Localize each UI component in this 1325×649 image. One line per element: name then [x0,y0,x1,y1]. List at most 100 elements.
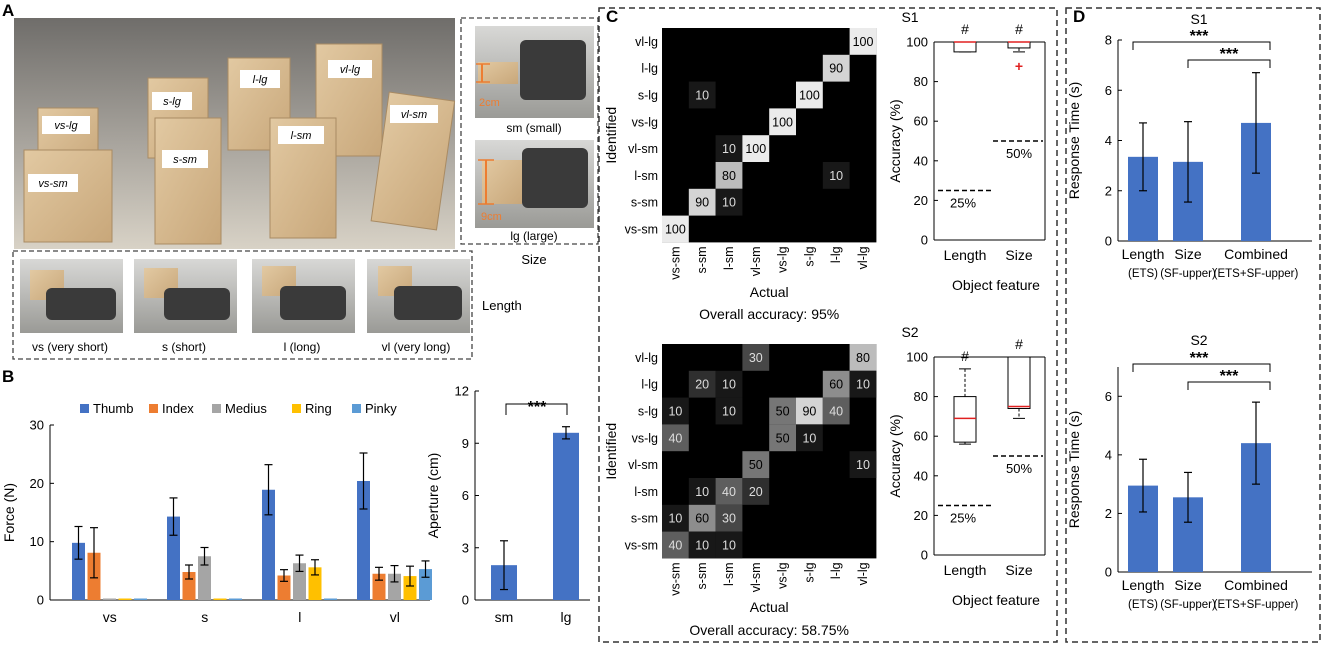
matrix-cell [688,370,716,398]
y-tick-label: 0 [462,593,469,608]
legend-swatch [80,404,89,413]
box [1007,41,1031,49]
y-tick-label: 30 [30,418,44,433]
row-label: vs-sm [625,539,658,553]
col-label: l-sm [722,246,736,270]
cell-value: 10 [802,431,816,445]
block-label: l-sm [291,130,312,142]
x-tick-label: Combined [1224,577,1288,593]
y-tick-label: 0 [37,593,44,608]
cell-value: 10 [722,142,736,156]
panel-letter-a: A [2,1,14,20]
significance-bracket [1132,363,1271,372]
cell-value: 100 [772,115,793,129]
x-tick-sublabel: (ETS) [1128,268,1158,280]
y-axis-label: Accuracy (%) [887,414,903,497]
x-tick-sublabel: (ETS+SF-upper) [1214,268,1299,280]
sm-dimension: 2cm [479,97,500,109]
significance-bracket [1187,381,1271,390]
matrix-cell [715,504,743,532]
block-label: s-lg [163,96,182,108]
cell-value: 90 [695,196,709,210]
col-label: vl-sm [749,246,763,276]
cell-value: 80 [722,169,736,183]
bar-pinky [134,598,147,600]
matrix-cell [662,397,689,425]
x-axis-label: Object feature [952,592,1040,608]
block-label: vl-lg [340,64,361,76]
y-tick-label: 2 [1105,183,1112,198]
x-tick-sublabel: (ETS) [1128,599,1158,611]
y-tick-label: 6 [462,488,469,503]
y-tick-label: 10 [30,534,44,549]
x-tick-sublabel: (ETS+SF-upper) [1214,599,1299,611]
cell-value: 10 [668,405,682,419]
bar-thumb [72,542,85,600]
bar-ring [213,598,227,600]
y-tick-label: 20 [30,476,44,491]
matrix-cell [688,188,716,216]
significance-bracket [1132,41,1271,50]
cell-value: 40 [668,431,682,445]
matrix-cell [688,504,716,532]
cell-value: 10 [722,196,736,210]
chart-title: S1 [1190,11,1207,27]
cell-value: 10 [722,405,736,419]
significance-mark: # [1015,336,1023,352]
x-tick-label: l [298,609,301,625]
panel-a: A vs-lg s-lg l-lg vl-lg vl-sm l-sm [2,1,599,360]
box [953,396,977,443]
row-label: vl-sm [628,142,658,156]
chart-title: S2 [1190,332,1207,348]
col-label: s-lg [802,246,816,266]
y-tick-label: 2 [1105,506,1112,521]
cell-value: 10 [695,485,709,499]
matrix-cell [769,397,796,425]
y-tick-label: 80 [914,74,928,89]
significance-bracket [1187,59,1271,68]
y-tick-label: 40 [914,468,928,483]
matrix-cell [742,344,770,371]
cell-value: 10 [829,169,843,183]
row-label: l-lg [641,62,658,76]
row-label: vs-lg [632,431,658,445]
chart-title: S1 [901,9,918,25]
legend-swatch [149,404,158,413]
legend-label: Index [162,401,194,416]
cell-value: 100 [745,142,766,156]
legend-swatch [352,404,361,413]
matrix-cell [849,28,877,55]
y-tick-label: 80 [914,389,928,404]
force-chart: 0 10 20 30 Force (N) vs s l vl Thumb Index Medius Ri… [1,401,432,625]
box [1007,356,1031,409]
cell-value: 10 [695,539,709,553]
chance-label: 50% [1006,146,1032,161]
significance-label: *** [1220,46,1239,63]
cell-value: 100 [853,35,874,49]
panel-letter-b: B [2,367,14,386]
y-tick-label: 60 [914,114,928,129]
matrix-cell [715,370,743,398]
bar-thumb [262,489,275,600]
cell-value: 30 [722,512,736,526]
x-tick-label: Length [944,247,987,263]
length-caption: l (long) [284,340,321,354]
legend-label: Medius [225,401,267,416]
legend-label: Ring [305,401,332,416]
y-axis-label: Response Time (s) [1066,82,1082,199]
confusion-matrix-s2: 30 80 20 10 60 10 10 10 50 90 40 40 50 10 50 10 10 40 20 10… [603,344,877,638]
col-label: vl-lg [856,562,870,585]
x-tick-label: Size [1005,247,1032,263]
length-photos [20,259,470,333]
x-tick-label: Size [1174,246,1201,262]
cell-value: 40 [668,539,682,553]
matrix-cell [742,135,770,162]
bar-thumb [167,516,180,600]
bar-medius [388,573,401,600]
col-label: l-lg [829,562,843,579]
bar-pinky [229,598,242,600]
matrix-cell [796,397,823,425]
y-tick-label: 0 [1105,234,1112,249]
matrix-cell [796,424,823,452]
matrix-cell [662,424,689,452]
